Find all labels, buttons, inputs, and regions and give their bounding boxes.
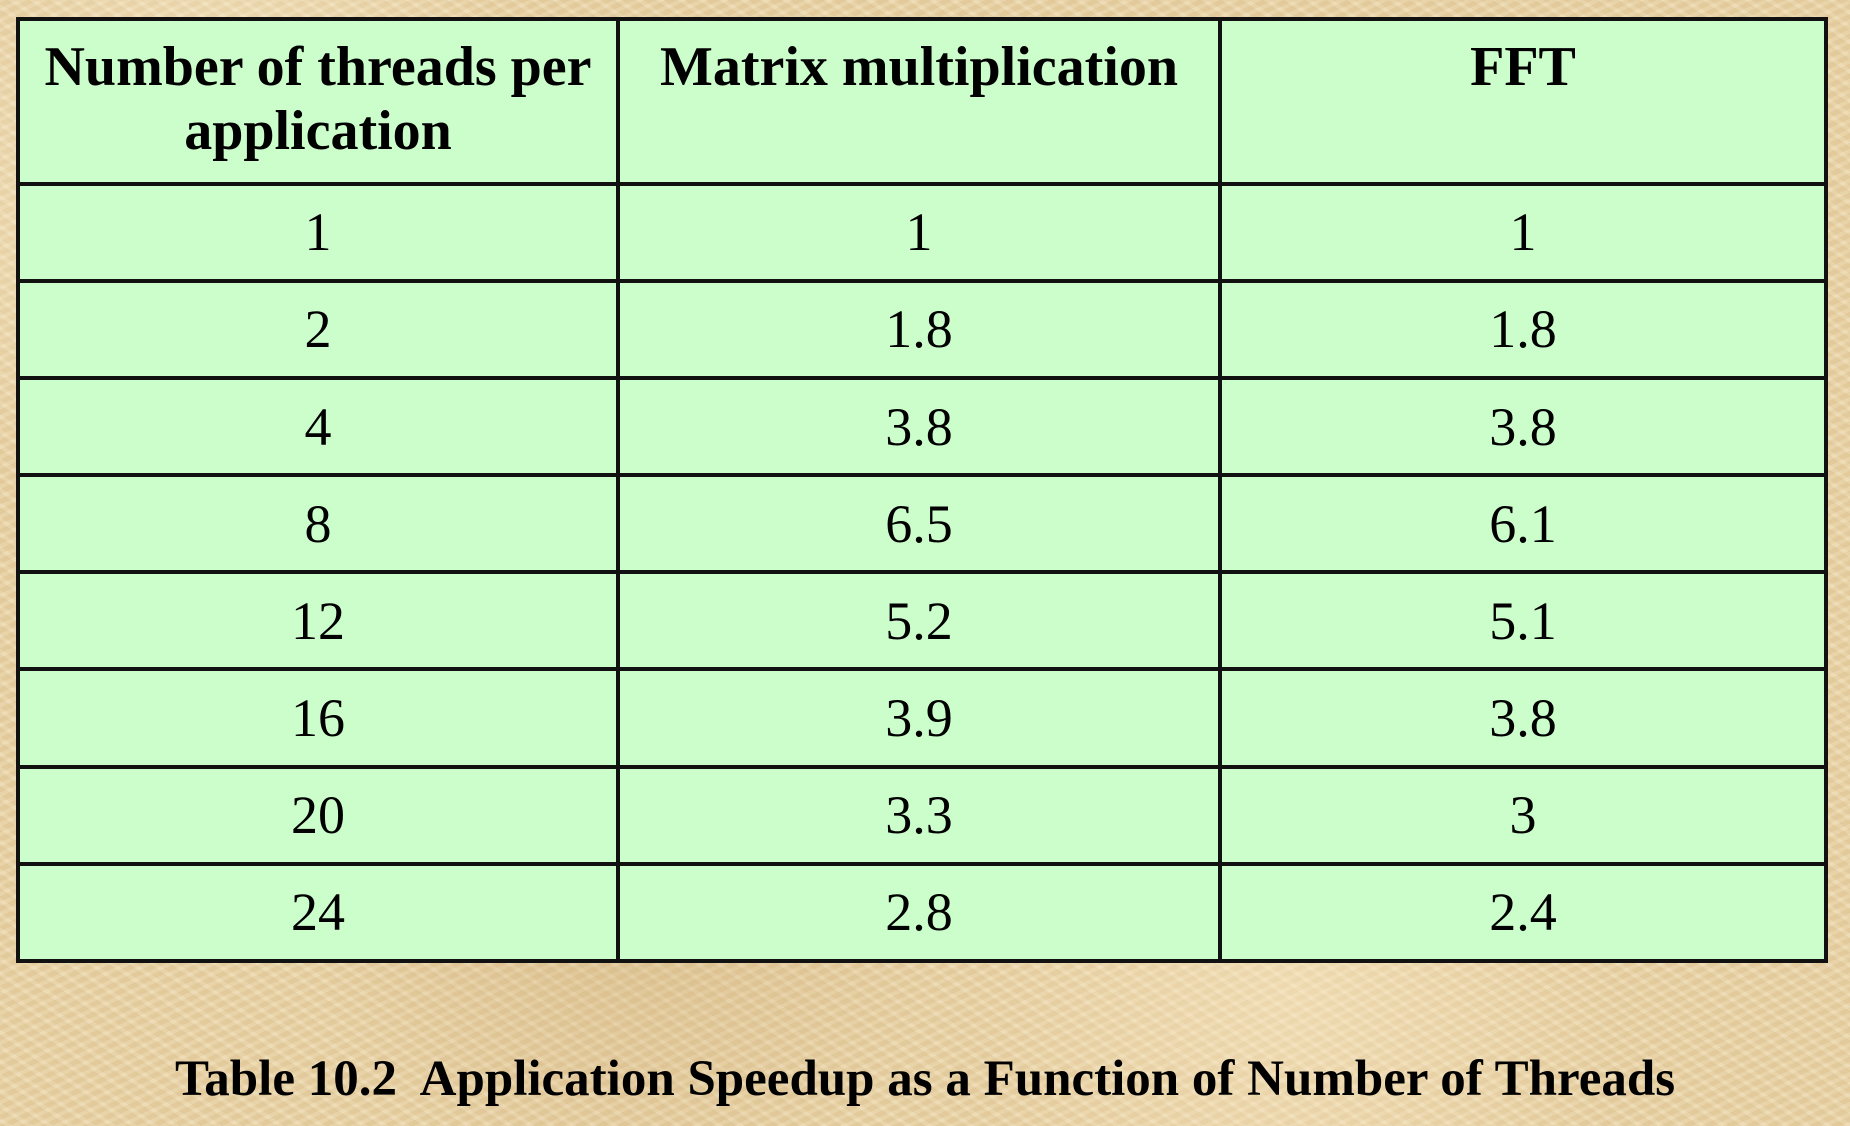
fft-speedup-cell: 2.4: [1218, 861, 1828, 964]
table-row: 24 2.8 2.4: [16, 861, 1828, 964]
threads-cell: 8: [16, 473, 620, 575]
header-fft: FFT: [1218, 17, 1828, 186]
fft-speedup-cell: 3.8: [1218, 375, 1828, 478]
threads-cell: 16: [16, 667, 620, 769]
header-threads: Number of threads per application: [16, 17, 620, 186]
matrix-speedup-cell: 3.3: [616, 764, 1222, 866]
fft-speedup-cell: 3.8: [1218, 667, 1828, 769]
speedup-table-container: Number of threads per application Matrix…: [16, 17, 1828, 964]
matrix-speedup-cell: 1.8: [616, 278, 1222, 380]
matrix-speedup-cell: 6.5: [616, 473, 1222, 575]
threads-cell: 2: [16, 278, 620, 380]
matrix-speedup-cell: 3.8: [616, 375, 1222, 478]
fft-speedup-cell: 3: [1218, 764, 1828, 866]
table-row: 2 1.8 1.8: [16, 278, 1828, 380]
table-caption: Table 10.2 Application Speedup as a Func…: [174, 1051, 1676, 1107]
matrix-speedup-cell: 2.8: [616, 861, 1222, 964]
table-row: 20 3.3 3: [16, 764, 1828, 866]
table-row: 8 6.5 6.1: [16, 473, 1828, 575]
threads-cell: 1: [16, 181, 620, 283]
table-row: 16 3.9 3.8: [16, 667, 1828, 769]
threads-cell: 12: [16, 570, 620, 672]
threads-cell: 4: [16, 375, 620, 478]
matrix-speedup-cell: 3.9: [616, 667, 1222, 769]
threads-cell: 20: [16, 764, 620, 866]
fft-speedup-cell: 1.8: [1218, 278, 1828, 380]
threads-cell: 24: [16, 861, 620, 964]
fft-speedup-cell: 5.1: [1218, 570, 1828, 672]
table-row: 12 5.2 5.1: [16, 570, 1828, 672]
matrix-speedup-cell: 5.2: [616, 570, 1222, 672]
speedup-table: Number of threads per application Matrix…: [16, 17, 1828, 964]
matrix-speedup-cell: 1: [616, 181, 1222, 283]
fft-speedup-cell: 1: [1218, 181, 1828, 283]
header-matrix-multiplication: Matrix multiplication: [616, 17, 1222, 186]
table-row: 4 3.8 3.8: [16, 375, 1828, 478]
table-row: 1 1 1: [16, 181, 1828, 283]
fft-speedup-cell: 6.1: [1218, 473, 1828, 575]
table-header-row: Number of threads per application Matrix…: [16, 17, 1828, 186]
